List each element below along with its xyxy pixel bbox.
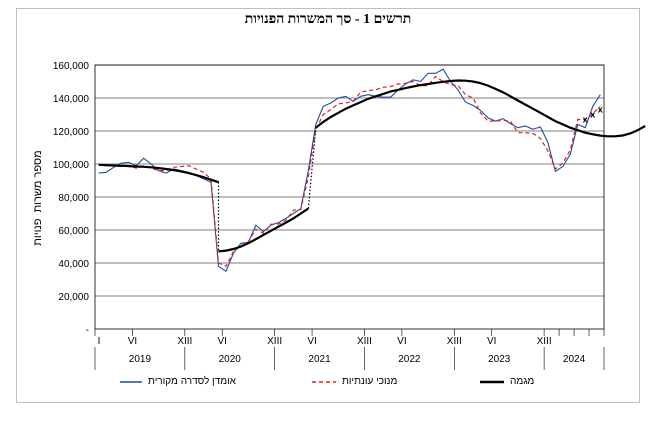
legend-item-seasonal: מנוכי עונתיות: [312, 376, 397, 387]
x-month-label: VI: [128, 336, 137, 347]
x-year-label: 2022: [398, 354, 421, 365]
series-trend-segment: [315, 79, 646, 138]
x-month-label: VI: [397, 336, 406, 347]
x-month-label: XIII: [537, 336, 552, 347]
legend-label-trend: מגמה: [510, 376, 535, 387]
chart-title: תרשים 1 - סך המשרות הפנויות: [244, 12, 412, 27]
chart-frame: [16, 8, 640, 403]
x-month-label: XIII: [267, 336, 282, 347]
x-year-label: 2023: [488, 354, 511, 365]
y-tick-label: 140,000: [53, 94, 90, 105]
series-trend-segment: [218, 207, 309, 253]
trend-break-connector: [307, 127, 317, 209]
series-trend-segment: [98, 163, 219, 184]
x-month-label: VI: [487, 336, 496, 347]
x-year-label: 2024: [563, 354, 586, 365]
y-tick-label: -: [86, 325, 89, 336]
trend-estimate-marker: x: [583, 114, 588, 124]
x-month-label: VI: [218, 336, 227, 347]
y-tick-label: 60,000: [58, 226, 89, 237]
y-tick-label: 20,000: [58, 292, 89, 303]
x-year-label: 2021: [308, 354, 331, 365]
gridlines: [95, 64, 604, 297]
x-month-label: VI: [307, 336, 316, 347]
legend-swatch-trend: [480, 380, 504, 383]
trend-estimate-marker: x: [590, 110, 595, 120]
x-year-label: 2019: [129, 354, 152, 365]
series-seasonal-line: [98, 75, 601, 268]
legend-label-original: אומדן לסדרה מקורית: [148, 376, 236, 387]
x-year-label: 2020: [219, 354, 242, 365]
y-tick-label: 40,000: [58, 259, 89, 270]
y-tick-label: 80,000: [58, 193, 89, 204]
trend-estimate-marker: x: [598, 105, 603, 115]
y-tick-label: 100,000: [53, 160, 90, 171]
x-month-label: XIII: [177, 336, 192, 347]
y-tick-label: 120,000: [53, 127, 90, 138]
x-month-label: XIII: [357, 336, 372, 347]
axes: [94, 64, 605, 370]
plot-border: [94, 64, 605, 330]
y-tick-label: 160,000: [53, 61, 90, 72]
legend-item-trend: מגמה: [480, 376, 534, 387]
legend-item-original: אומדן לסדרה מקורית: [120, 376, 236, 387]
legend-label-seasonal: מנוכי עונתיות: [342, 376, 398, 387]
tick-labels: - 20,000 40,000 60,000 80,000 100,000 120,000 1…: [53, 61, 586, 365]
x-month-label: XIII: [447, 336, 462, 347]
x-month-label: I: [98, 336, 101, 347]
legend-swatch-seasonal: [312, 380, 336, 383]
legend-swatch-original: [120, 380, 142, 383]
